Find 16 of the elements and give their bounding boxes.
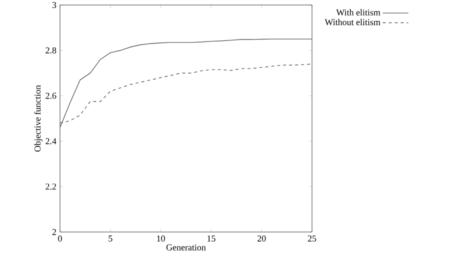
x-tick-label: 0 xyxy=(58,236,62,242)
y-tick-label: 3 xyxy=(52,2,56,8)
y-tick-label: 2.8 xyxy=(46,47,56,54)
x-tick-label: 10 xyxy=(157,236,165,242)
legend-label: Without elitism xyxy=(324,18,380,26)
y-tick-label: 2.6 xyxy=(46,92,56,99)
legend-label: With elitism xyxy=(336,9,380,16)
x-axis-title: Generation xyxy=(166,244,206,250)
y-tick-label: 2 xyxy=(52,229,56,235)
x-tick-label: 15 xyxy=(208,236,216,242)
x-tick-label: 25 xyxy=(308,236,316,242)
y-tick-label: 2.2 xyxy=(46,184,56,190)
x-tick-label: 20 xyxy=(258,236,266,242)
y-tick-label: 2.4 xyxy=(46,138,56,144)
x-tick-label: 5 xyxy=(108,236,112,242)
y-axis-title: Objective function xyxy=(34,85,42,152)
